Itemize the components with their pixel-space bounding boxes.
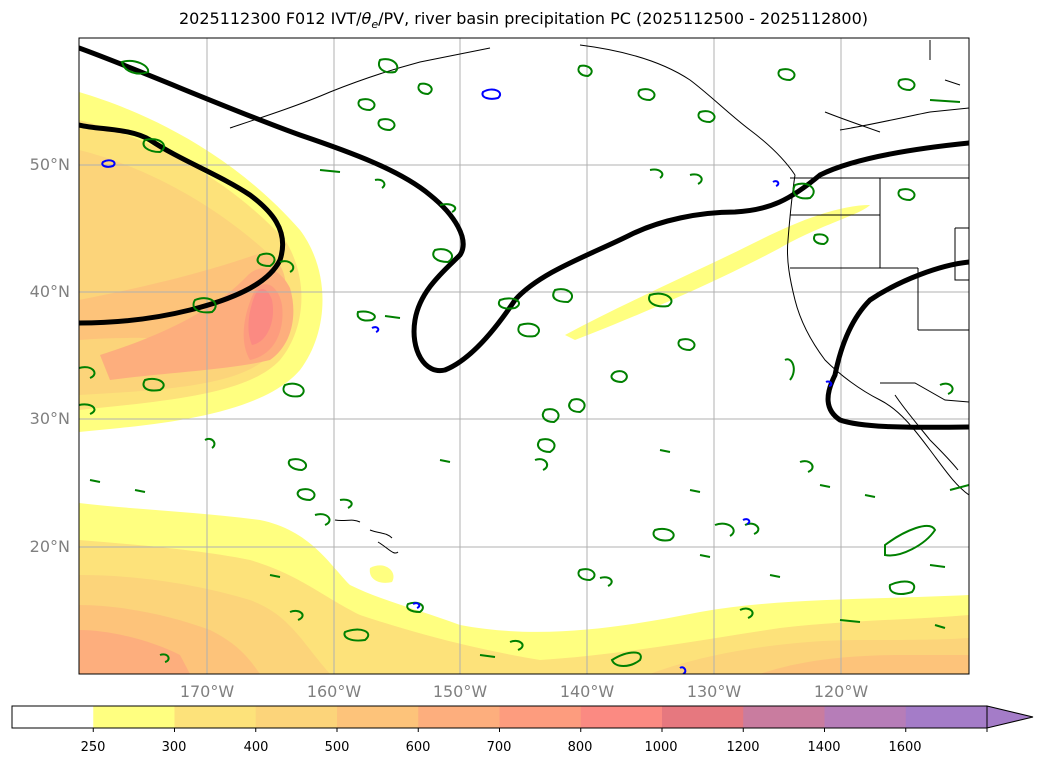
colorbar-box — [662, 706, 744, 728]
colorbar-box — [12, 706, 94, 728]
title-prefix: 2025112300 F012 IVT/ — [178, 9, 362, 28]
colorbar-label: 1600 — [888, 740, 922, 755]
colorbar-boxes — [11, 705, 1034, 732]
colorbar-label: 1200 — [726, 740, 760, 755]
colorbar-label: 800 — [567, 740, 593, 755]
lon-label-150w: 150°W — [432, 682, 488, 701]
colorbar-label: 500 — [324, 740, 350, 755]
map-frame — [78, 37, 970, 675]
lon-label-120w: 120°W — [813, 682, 869, 701]
title-theta: θ — [361, 9, 372, 28]
title-theta-subscript: e — [371, 18, 379, 32]
ivt-shading-south — [79, 503, 969, 674]
colorbar-box — [905, 706, 988, 728]
map-plot-area — [79, 38, 969, 674]
colorbar-box — [743, 706, 825, 728]
lat-label-20n: 20°N — [29, 537, 70, 556]
colorbar-box — [255, 706, 338, 728]
colorbar-box — [499, 706, 582, 728]
colorbar-box — [174, 706, 257, 728]
colorbar-label: 1000 — [644, 740, 678, 755]
lon-label-160w: 160°W — [306, 682, 362, 701]
blue-contours — [101, 88, 833, 674]
theta-e-contours — [79, 58, 969, 667]
lon-label-140w: 140°W — [559, 682, 615, 701]
colorbar-label: 1400 — [807, 740, 841, 755]
lon-label-170w: 170°W — [179, 682, 235, 701]
colorbar-label: 250 — [80, 740, 106, 755]
colorbar-box — [418, 706, 500, 728]
ivt-shading-filament — [565, 205, 870, 340]
colorbar-box — [824, 706, 907, 728]
lat-label-40n: 40°N — [29, 282, 70, 301]
title-suffix: /PV, river basin precipitation PC (20251… — [378, 9, 869, 28]
map-title: 2025112300 F012 IVT/θe/PV, river basin p… — [0, 9, 1047, 31]
colorbar-label: 700 — [486, 740, 512, 755]
lat-label-50n: 50°N — [29, 155, 70, 174]
lat-label-30n: 30°N — [29, 409, 70, 428]
ivt-shading-west — [79, 92, 323, 432]
colorbar-box — [93, 706, 175, 728]
colorbar-box — [337, 706, 419, 728]
colorbar-box — [580, 706, 663, 728]
colorbar-extend-arrow — [986, 705, 1034, 729]
coastlines — [229, 40, 969, 554]
colorbar-label: 400 — [243, 740, 269, 755]
lon-label-130w: 130°W — [686, 682, 742, 701]
colorbar-label: 600 — [405, 740, 431, 755]
colorbar-label: 300 — [161, 740, 187, 755]
